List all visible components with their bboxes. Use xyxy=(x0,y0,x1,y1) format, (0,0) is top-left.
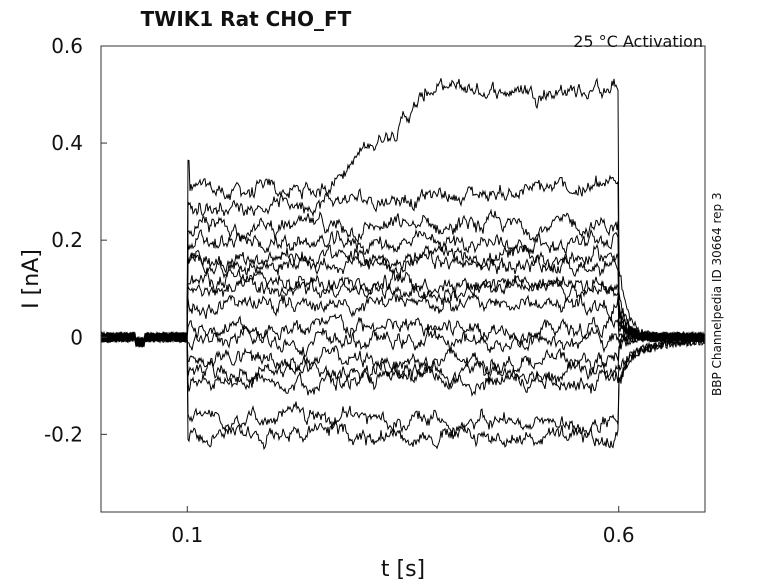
y-tick-label: 0.6 xyxy=(51,34,83,58)
series-trace-2 xyxy=(100,174,706,346)
series-trace-10 xyxy=(100,313,706,346)
y-tick-label: 0.4 xyxy=(51,131,83,155)
series-trace-15 xyxy=(100,331,706,438)
y-tick-label: 0.2 xyxy=(51,228,83,252)
series-trace-11 xyxy=(100,325,706,357)
series-trace-6 xyxy=(100,249,706,347)
annotation: 25 °C Activation xyxy=(573,32,703,51)
series-trace-13 xyxy=(100,330,706,390)
x-tick-label: 0.1 xyxy=(171,523,203,547)
series-trace-9 xyxy=(100,291,706,348)
chart-title: TWIK1 Rat CHO_FT xyxy=(141,7,352,31)
series-trace-12 xyxy=(100,330,706,376)
series-trace-7 xyxy=(100,267,706,348)
side-label: BBP Channelpedia ID 30664 rep 3 xyxy=(710,192,724,396)
series-trace-16 xyxy=(100,331,706,451)
series-trace-8 xyxy=(100,274,706,346)
axes-box xyxy=(100,45,706,513)
x-axis-label: t [s] xyxy=(381,557,425,582)
y-tick-label: -0.2 xyxy=(44,422,83,446)
x-tick-label: 0.6 xyxy=(603,523,635,547)
series-trace-14 xyxy=(100,331,706,397)
plot-area xyxy=(100,77,706,451)
series-trace-4 xyxy=(100,228,705,348)
series-trace-3 xyxy=(100,208,706,347)
series-trace-1 xyxy=(100,77,706,347)
y-axis-label: I [nA] xyxy=(19,249,44,309)
y-tick-label: 0 xyxy=(70,325,83,349)
series-trace-5 xyxy=(100,243,706,347)
